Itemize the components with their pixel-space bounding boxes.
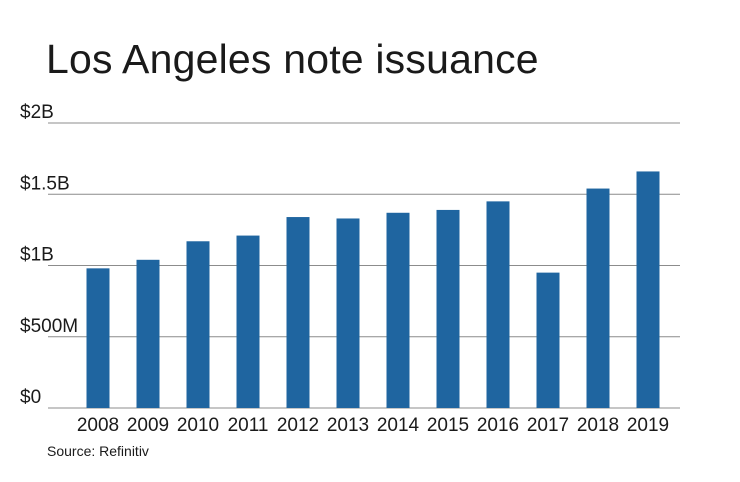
x-tick-label: 2011 [228,415,269,436]
chart-title: Los Angeles note issuance [46,36,539,82]
x-tick-label: 2014 [377,415,420,436]
bar-2016 [486,201,510,408]
y-tick-label: $1B [20,245,54,266]
bar-2009 [136,259,160,408]
source-note: Source: Refinitiv [47,443,149,459]
x-tick-label: 2018 [577,415,619,436]
bar-2014 [386,212,410,408]
x-tick-label: 2017 [527,415,569,436]
bar-2017 [536,272,560,408]
x-tick-label: 2009 [127,415,169,436]
y-tick-label: $1.5B [20,173,70,194]
bar-2008 [86,268,110,408]
bar-2013 [336,218,360,408]
bar-2018 [586,188,610,408]
x-tick-label: 2016 [477,415,519,436]
bar-2019 [636,171,660,408]
x-tick-label: 2008 [77,415,119,436]
y-tick-label: $2B [20,102,54,123]
bar-2012 [286,217,310,408]
x-tick-label: 2012 [277,415,319,436]
x-tick-label: 2010 [177,415,219,436]
y-axis-tick-labels: $0 $500M $1B $1.5B $2B [20,102,78,408]
bar-2011 [236,235,260,408]
bar-2015 [436,209,460,408]
bars [86,171,660,408]
x-axis-tick-labels: 2008 2009 2010 2011 2012 2013 2014 2015 2016 2017… [77,415,669,436]
x-tick-label: 2013 [327,415,369,436]
x-tick-label: 2015 [427,415,469,436]
y-tick-label: $500M [20,316,78,337]
bar-2010 [186,241,210,408]
y-tick-label: $0 [20,387,41,408]
x-tick-label: 2019 [627,415,669,436]
